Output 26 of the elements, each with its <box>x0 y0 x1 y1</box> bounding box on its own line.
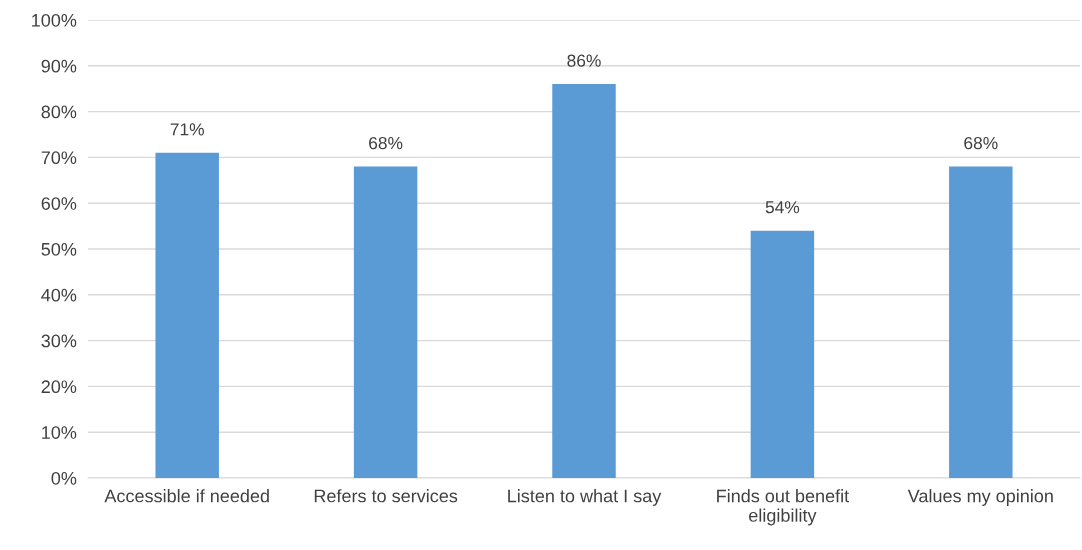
data-label: 68% <box>964 136 998 150</box>
bar <box>750 230 815 478</box>
y-tick-label: 20% <box>41 380 77 394</box>
y-tick-label: 90% <box>41 59 77 73</box>
y-tick-label: 80% <box>41 105 77 119</box>
y-tick-label: 60% <box>41 197 77 210</box>
y-tick-label: 50% <box>41 242 77 256</box>
y-tick-label: 40% <box>41 288 77 302</box>
y-tick-label: 30% <box>41 334 77 348</box>
bar <box>552 84 616 478</box>
data-label: 68% <box>369 136 403 150</box>
x-tick-label: Refers to services <box>314 489 458 503</box>
y-tick-label: 100% <box>32 13 77 27</box>
x-tick-label: Listen to what I say <box>508 489 662 506</box>
x-tick-label: Values my opinion <box>907 489 1053 506</box>
bar <box>353 166 418 478</box>
x-tick-label: Accessible if needed <box>104 489 269 503</box>
y-tick-label: 70% <box>41 151 77 165</box>
data-label: 71% <box>170 123 204 136</box>
bar <box>155 152 219 478</box>
data-label: 54% <box>765 201 800 214</box>
x-tick-label: Finds out benefit eligibility <box>717 489 850 526</box>
y-tick-label: 0% <box>51 471 77 485</box>
y-tick-label: 10% <box>42 426 77 439</box>
bar <box>949 166 1013 478</box>
data-label: 86% <box>567 54 601 67</box>
